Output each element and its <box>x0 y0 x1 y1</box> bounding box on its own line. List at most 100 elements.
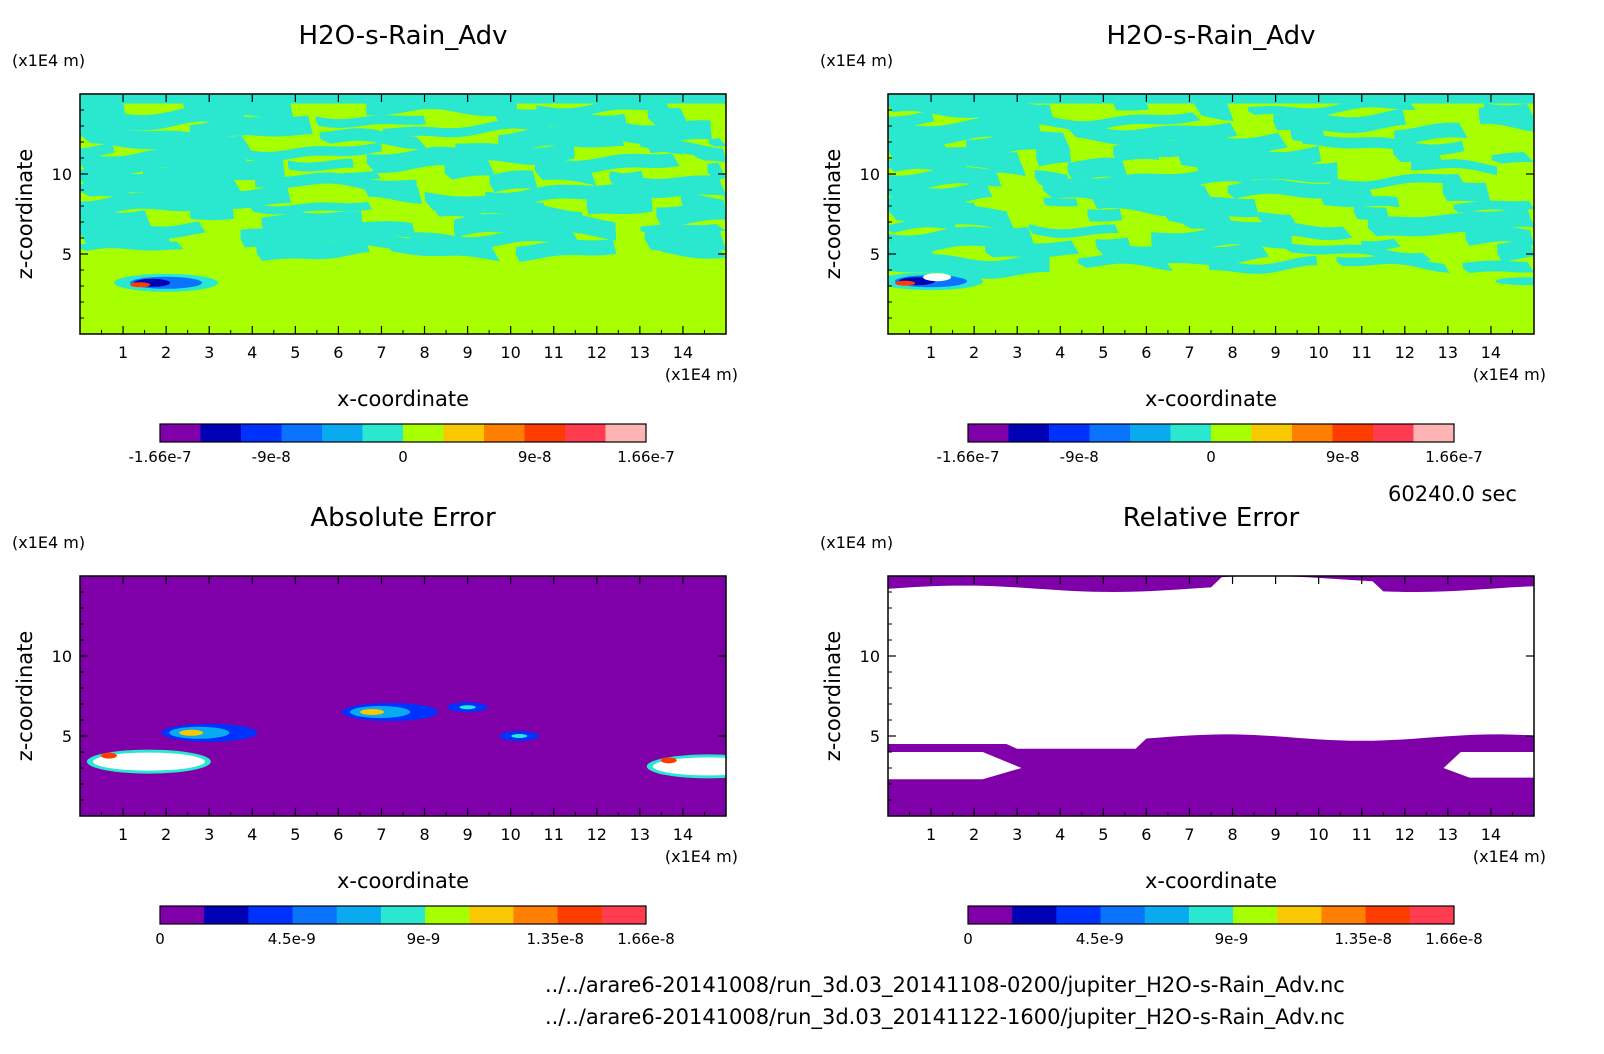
colorbar-cell <box>322 424 363 442</box>
streak <box>1321 194 1400 208</box>
streak <box>888 226 1035 255</box>
x-tick-label: 14 <box>1481 343 1501 362</box>
x-unit-label: (x1E4 m) <box>1473 847 1546 866</box>
colorbar-tick-label: 1.66e-8 <box>617 930 675 948</box>
x-axis-label: x-coordinate <box>337 387 469 411</box>
x-tick-label: 6 <box>333 825 343 844</box>
x-tick-label: 6 <box>1141 343 1151 362</box>
x-tick-label: 8 <box>419 343 429 362</box>
streak <box>1462 209 1534 230</box>
time-label: 60240.0 sec <box>1388 482 1517 506</box>
x-tick-label: 4 <box>1055 825 1065 844</box>
y-axis-label: z-coordinate <box>821 631 845 762</box>
x-tick-label: 8 <box>1227 825 1237 844</box>
colorbar-cell <box>1292 424 1333 442</box>
x-tick-label: 7 <box>1184 825 1194 844</box>
x-tick-label: 3 <box>1012 343 1022 362</box>
colorbar-tick-label: 0 <box>398 448 408 466</box>
y-unit-label: (x1E4 m) <box>820 533 893 552</box>
x-tick-label: 7 <box>376 825 386 844</box>
panel-1: 1 2 3 4 5 6 7 8 9 10 11 12 13 14510H2O-s-Rain_Adv(x1E… <box>12 21 738 466</box>
colorbar-cell <box>968 424 1009 442</box>
x-tick-label: 8 <box>419 825 429 844</box>
panel-title: H2O-s-Rain_Adv <box>1107 21 1316 51</box>
colorbar-tick-label: 9e-8 <box>1326 448 1360 466</box>
streak <box>1034 170 1072 191</box>
blob <box>179 729 204 736</box>
colorbar-cell <box>1365 906 1411 924</box>
colorbar-cell <box>160 424 201 442</box>
colorbar-cell <box>1056 906 1102 924</box>
y-tick-label: 10 <box>52 647 72 666</box>
colorbar-tick-label: 1.66e-8 <box>1425 930 1483 948</box>
bottom-band <box>888 734 1534 816</box>
colorbar-cell <box>469 906 514 924</box>
x-tick-label: 8 <box>1227 343 1237 362</box>
colorbar-cell <box>557 906 603 924</box>
colorbar-tick-label: 1.35e-8 <box>1334 930 1392 948</box>
heatmap-field <box>80 576 726 816</box>
colorbar-cell <box>160 906 205 924</box>
x-tick-label: 14 <box>673 343 693 362</box>
x-tick-label: 12 <box>1395 343 1415 362</box>
x-tick-label: 3 <box>204 825 214 844</box>
x-tick-label: 9 <box>1271 343 1281 362</box>
y-unit-label: (x1E4 m) <box>820 51 893 70</box>
streak <box>287 158 354 172</box>
colorbar-cell <box>605 424 647 442</box>
x-tick-label: 9 <box>463 825 473 844</box>
streak <box>1483 102 1534 122</box>
x-tick-label: 12 <box>587 825 607 844</box>
x-tick-label: 12 <box>1395 825 1415 844</box>
colorbar-cell <box>1049 424 1090 442</box>
x-axis-label: x-coordinate <box>1145 869 1277 893</box>
y-tick-label: 5 <box>62 727 72 746</box>
x-tick-label: 14 <box>673 825 693 844</box>
x-tick-label: 4 <box>1055 343 1065 362</box>
colorbar-tick-label: 9e-9 <box>1215 930 1249 948</box>
colorbar-cell <box>1188 906 1234 924</box>
streak <box>485 182 657 207</box>
x-tick-label: 1 <box>926 825 936 844</box>
blob <box>459 705 476 710</box>
y-axis-label: z-coordinate <box>13 631 37 762</box>
streak <box>254 172 417 192</box>
streak <box>1491 152 1534 164</box>
streak <box>495 106 629 133</box>
streak <box>680 192 726 215</box>
blob <box>511 734 528 738</box>
streak <box>1361 238 1402 251</box>
colorbar-cell <box>1170 424 1212 442</box>
colorbar-cell <box>1089 424 1131 442</box>
colorbar-tick-label: 0 <box>963 930 973 948</box>
streak <box>1208 255 1318 274</box>
x-tick-label: 11 <box>544 343 564 362</box>
x-tick-label: 11 <box>544 825 564 844</box>
x-tick-label: 11 <box>1352 825 1372 844</box>
x-tick-label: 1 <box>926 343 936 362</box>
colorbar-cell <box>336 906 382 924</box>
x-tick-label: 11 <box>1352 343 1372 362</box>
heatmap-field <box>80 94 726 334</box>
y-unit-label: (x1E4 m) <box>12 51 85 70</box>
streak <box>1113 101 1149 111</box>
colorbar-cell <box>1332 424 1374 442</box>
streak <box>424 192 552 220</box>
hole-right <box>1443 752 1534 778</box>
x-tick-label: 4 <box>247 343 257 362</box>
y-axis-label: z-coordinate <box>821 149 845 280</box>
hotspot-peak <box>130 282 151 288</box>
y-tick-label: 5 <box>870 245 880 264</box>
panel-title: Absolute Error <box>310 503 496 533</box>
streak <box>640 223 726 235</box>
streak <box>1116 132 1288 158</box>
colorbar-cell <box>281 424 323 442</box>
streak <box>536 100 670 118</box>
streak <box>1282 242 1432 262</box>
streak <box>1300 133 1465 156</box>
colorbar-tick-label: 1.66e-7 <box>1425 448 1483 466</box>
colorbar-cell <box>484 424 525 442</box>
colorbar-tick-label: -9e-8 <box>252 448 291 466</box>
colorbar-cell <box>1233 906 1278 924</box>
